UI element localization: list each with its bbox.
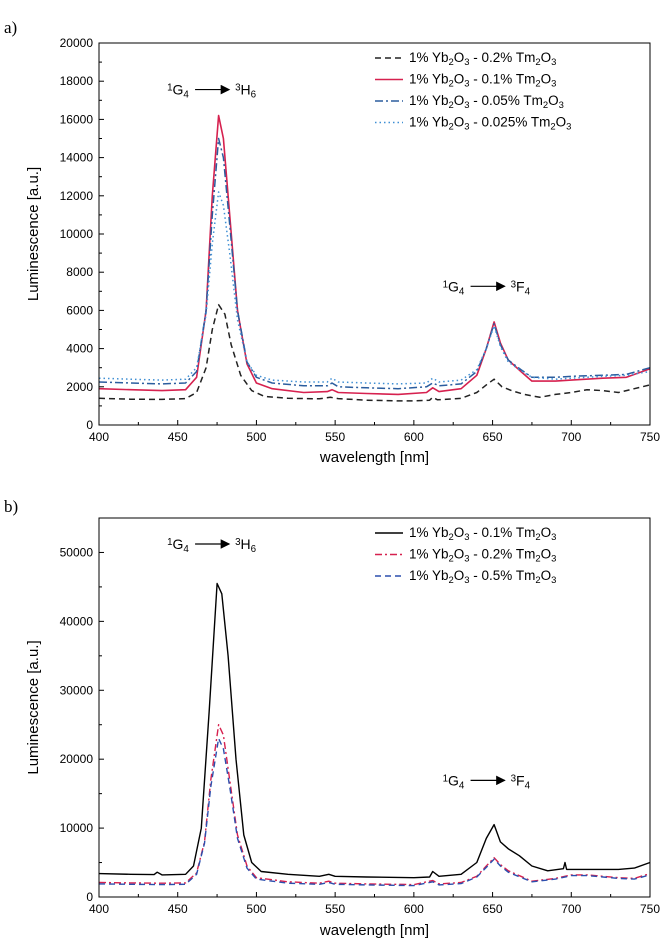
transition-label-lower-1: 1G4 <box>167 536 189 555</box>
legend-entry-1: 1% Yb2O3 - 0.2% Tm2O3 <box>409 50 556 68</box>
chart-panel-b: b) 400 450 500 550 600 650 700 750 0 10000 20000 300… <box>4 497 660 939</box>
transition-label-upper-2: 3F4 <box>511 772 531 791</box>
y-tick-label: 8000 <box>66 265 93 279</box>
x-axis-ticks: 400 450 500 550 600 650 700 750 <box>89 420 660 444</box>
y-tick-label: 14000 <box>60 151 94 165</box>
x-axis-title: wavelength [nm] <box>319 449 429 466</box>
y-tick-label: 20000 <box>60 36 94 50</box>
transition-label-lower-1: 1G4 <box>167 82 189 101</box>
series-line-2 <box>98 114 651 396</box>
x-tick-label: 750 <box>640 430 660 444</box>
y-tick-label: 4000 <box>66 342 93 356</box>
x-tick-label: 600 <box>404 430 424 444</box>
x-tick-label: 400 <box>89 902 109 916</box>
x-tick-label: 500 <box>246 902 266 916</box>
x-tick-label: 450 <box>168 902 188 916</box>
transition-label-upper-1: 3H6 <box>235 536 257 555</box>
y-tick-label: 18000 <box>60 74 94 88</box>
x-tick-label: 700 <box>561 902 581 916</box>
series-line-3 <box>98 737 651 887</box>
series-line-1 <box>98 303 651 402</box>
series-lines <box>98 114 651 402</box>
y-tick-label: 12000 <box>60 189 94 203</box>
legend-entry-3: 1% Yb2O3 - 0.5% Tm2O3 <box>409 568 556 586</box>
series-line-1 <box>98 582 651 879</box>
y-axis-ticks: 0 2000 4000 6000 8000 10000 12000 14000 16000 180… <box>60 36 104 432</box>
y-axis-title: Luminescence [a.u.] <box>25 167 42 301</box>
x-tick-label: 600 <box>404 902 424 916</box>
y-tick-label: 40000 <box>60 614 94 628</box>
plot-frame <box>98 517 651 898</box>
y-tick-label: 10000 <box>60 227 94 241</box>
panel-label: a) <box>4 18 17 37</box>
series-line-3 <box>98 137 651 390</box>
series-lines <box>98 582 651 887</box>
legend-entry-4: 1% Yb2O3 - 0.025% Tm2O3 <box>409 115 571 133</box>
x-axis-title: wavelength [nm] <box>319 922 429 939</box>
panel-label: b) <box>4 497 18 516</box>
y-tick-label: 16000 <box>60 112 94 126</box>
y-tick-label: 0 <box>86 890 93 904</box>
transition-label-upper-1: 3H6 <box>235 82 257 101</box>
y-tick-label: 50000 <box>60 545 94 559</box>
y-tick-label: 10000 <box>60 821 94 835</box>
chart-panel-a: a) 400 450 500 550 600 650 700 750 0 2000 4000 6000 8… <box>4 18 660 466</box>
y-tick-label: 6000 <box>66 303 93 317</box>
x-axis-ticks: 400 450 500 550 600 650 700 750 <box>89 892 660 916</box>
legend: 1% Yb2O3 - 0.1% Tm2O3 1% Yb2O3 - 0.2% Tm2… <box>375 525 556 586</box>
x-tick-label: 400 <box>89 430 109 444</box>
plot-frame <box>98 42 651 426</box>
series-line-4 <box>98 191 651 385</box>
transition-label-lower-2: 1G4 <box>443 278 465 297</box>
x-tick-label: 550 <box>325 430 345 444</box>
x-tick-label: 650 <box>483 902 503 916</box>
x-tick-label: 500 <box>246 430 266 444</box>
transition-label-lower-2: 1G4 <box>443 772 465 791</box>
series-line-2 <box>98 724 651 886</box>
y-axis-ticks: 0 10000 20000 30000 40000 50000 <box>60 517 104 904</box>
y-tick-label: 2000 <box>66 380 93 394</box>
x-tick-label: 550 <box>325 902 345 916</box>
transition-label-upper-2: 3F4 <box>511 278 531 297</box>
x-tick-label: 700 <box>561 430 581 444</box>
legend-entry-2: 1% Yb2O3 - 0.1% Tm2O3 <box>409 72 556 90</box>
x-tick-label: 450 <box>168 430 188 444</box>
x-tick-label: 750 <box>640 902 660 916</box>
y-tick-label: 20000 <box>60 752 94 766</box>
y-tick-label: 0 <box>86 418 93 432</box>
legend-entry-2: 1% Yb2O3 - 0.2% Tm2O3 <box>409 547 556 565</box>
y-axis-title: Luminescence [a.u.] <box>25 640 42 774</box>
x-tick-label: 650 <box>483 430 503 444</box>
legend: 1% Yb2O3 - 0.2% Tm2O3 1% Yb2O3 - 0.1% Tm2… <box>375 50 571 132</box>
legend-entry-3: 1% Yb2O3 - 0.05% Tm2O3 <box>409 93 564 111</box>
y-tick-label: 30000 <box>60 683 94 697</box>
legend-entry-1: 1% Yb2O3 - 0.1% Tm2O3 <box>409 525 556 543</box>
